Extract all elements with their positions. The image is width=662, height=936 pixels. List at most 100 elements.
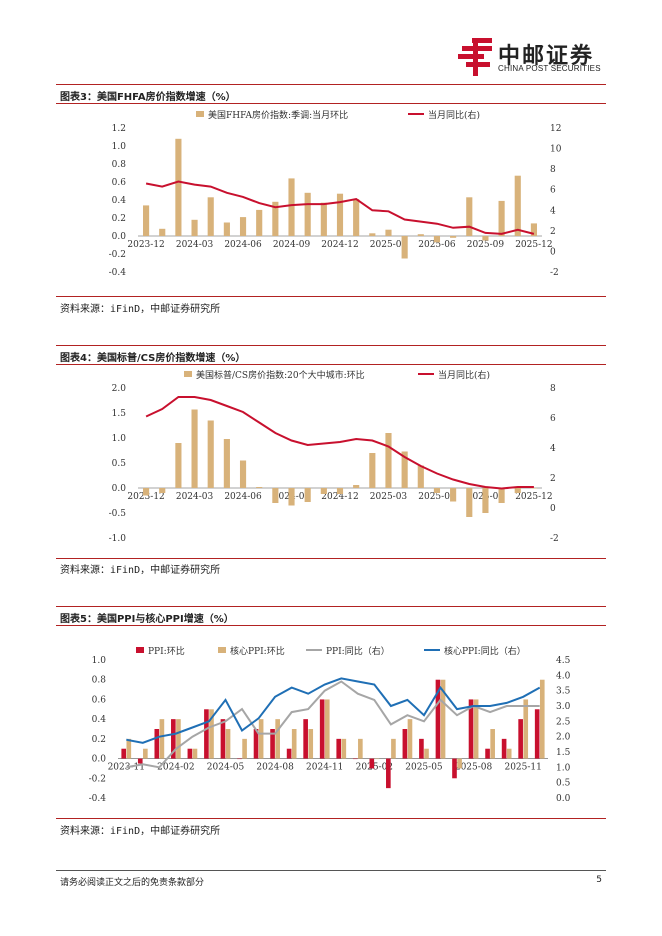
figure3-chart: 1.2 1.0 0.8 0.6 0.4 0.2 0.0 -0.2 -0.4 12 10 8 6 4 2 0 -2… [56,104,606,294]
bar-a [402,729,408,759]
y-right-tick-label: 12 [550,124,561,134]
bar-b [275,719,280,759]
x-tick-label: 2024-02 [157,763,194,773]
bar-b [358,738,363,759]
bar-a [191,219,198,236]
bar-a [175,443,182,488]
bar-b [539,679,545,759]
x-tick-label: 2024-08 [256,763,294,773]
bar-a [401,236,408,259]
y-right-tick-label: -2 [550,268,559,278]
bar-a [319,699,325,759]
legend-swatch [136,647,144,653]
bar-a [518,719,523,759]
bar-a [239,217,247,236]
y-right-tick-label: 4 [550,206,556,216]
bar-a [272,488,279,503]
y-right-tick-label: 0.0 [556,794,571,804]
bar-a [303,719,308,759]
y-left-tick-label: 0.0 [112,232,127,242]
bar-a [530,223,537,236]
bar-b [291,729,297,759]
figure4-bottom-rule [56,558,606,559]
figure4-title-rule [56,364,606,365]
bar-a [385,229,392,236]
bar-a [304,192,311,236]
figure5-source: 资料来源：iFinD，中邮证券研究所 [60,826,221,837]
figure3-source: 资料来源：iFinD，中邮证券研究所 [60,304,221,315]
x-tick-label: 2025-09 [467,240,505,250]
y-left-tick-label: 0.6 [92,695,107,705]
x-tick-label: 2024-06 [224,492,262,502]
footer-rule [56,870,606,871]
legend-label: PPI:环比 [148,645,185,657]
y-left-tick-label: 0.4 [92,715,107,725]
y-right-tick-label: 2 [550,227,556,237]
y-right-tick-label: 8 [550,384,556,394]
bar-a [433,488,441,493]
legend-label: 美国FHFA房价指数:季调:当月环比 [208,109,348,121]
bar-b [143,748,148,759]
bar-a [336,193,344,236]
bar-b [391,738,396,759]
bar-b [424,748,429,759]
bar-a [256,209,263,236]
x-tick-label: 2024-03 [176,240,214,250]
legend-label: 美国标普/CS房价指数:20个大中城市:环比 [196,369,365,381]
bar-a [530,488,537,489]
bar-a [207,420,214,488]
x-tick-label: 2023-12 [127,240,164,250]
y-left-tick-label: -1.0 [109,534,127,544]
bar-b [490,729,495,759]
bar-b [159,719,165,759]
bar-a [514,488,521,493]
y-right-tick-label: 1.0 [556,763,571,773]
x-tick-label: 2024-06 [224,240,262,250]
y-left-tick-label: 0.8 [92,676,107,686]
bar-a [223,222,230,236]
bar-b [308,729,314,759]
y-right-tick-label: 4 [550,444,556,454]
bar-a [386,758,391,789]
legend-label: 当月同比(右) [438,369,490,381]
footer-disclaimer: 请务必阅读正文之后的免责条款部分 [60,878,205,888]
y-right-tick-label: 1.5 [556,748,571,758]
figure5-title: 图表5：美国PPI与核心PPI增速（%） [60,614,234,625]
y-left-tick-label: 1.0 [112,434,127,444]
bar-a [435,679,441,759]
legend-label: 核心PPI:环比 [230,645,285,657]
bar-a [452,758,457,779]
y-left-tick-label: 1.5 [112,409,127,419]
y-right-tick-label: 10 [550,145,562,155]
figure3-title-rule [56,103,606,104]
bar-a [187,748,193,759]
legend-label: 当月同比(右) [428,109,480,121]
series-line-1 [126,677,541,744]
bar-a [534,709,540,759]
bar-b [374,758,380,760]
bar-b [176,719,181,759]
figure3-bottom-rule [56,296,606,297]
y-left-tick-label: 0.2 [92,735,106,745]
bar-b [126,738,132,759]
x-tick-label: 2025-08 [455,763,493,773]
bar-b [506,748,512,759]
bar-a [485,748,490,759]
bar-a [419,738,424,759]
brand-name-en: CHINA POST SECURITIES [498,64,601,73]
legend-swatch [218,647,226,653]
figure4-title: 图表4：美国标普/CS房价指数增速（%） [60,353,246,364]
series-line-0 [145,180,535,235]
bar-b [341,738,347,759]
bar-a [143,205,150,236]
y-left-tick-label: 1.2 [112,124,126,134]
y-right-tick-label: 2 [550,474,556,484]
bar-a [143,488,150,496]
bar-a [320,488,327,494]
y-right-tick-label: 0 [550,504,556,514]
x-tick-label: 2024-09 [273,240,311,250]
x-tick-label: 2024-05 [207,763,245,773]
x-tick-label: 2024-11 [306,763,343,773]
figure5-chart: 1.0 0.8 0.6 0.4 0.2 0.0 -0.2 -0.4 4.5 4.0 3.5 3.0 2.… [56,638,606,810]
bar-a [137,758,143,764]
